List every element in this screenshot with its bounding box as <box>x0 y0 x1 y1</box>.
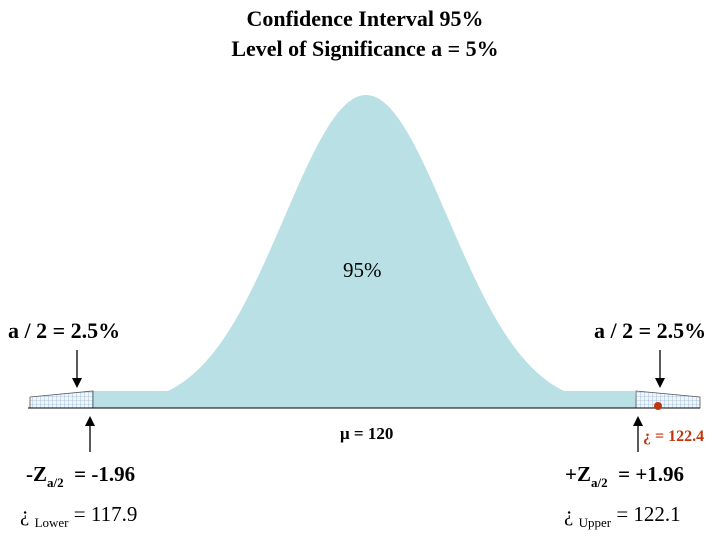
sample-mean-marker <box>654 402 662 410</box>
x-upper-subscript: Upper <box>578 515 612 530</box>
arrow-up-left <box>85 416 95 452</box>
right-tail-region <box>635 390 701 409</box>
population-mean-label: μ = 120 <box>340 424 394 443</box>
upper-confidence-limit: ¿ Upper = 122.1 <box>564 502 681 530</box>
x-upper-prefix: ¿ <box>564 502 579 526</box>
arrow-up-right <box>633 416 643 452</box>
bell-curve-center-region <box>93 95 636 408</box>
x-upper-value: = 122.1 <box>611 502 681 526</box>
z-right-prefix: +Z <box>565 462 591 486</box>
center-region-label: 95% <box>343 258 382 282</box>
z-left-value: = -1.96 <box>63 462 136 486</box>
title-confidence-interval: Confidence Interval 95% <box>246 6 484 31</box>
sample-mean-label: ¿ = 122.4 <box>643 428 705 445</box>
z-left-prefix: -Z <box>26 462 47 486</box>
arrow-down-right <box>655 350 665 388</box>
z-right-subscript: a/2 <box>590 475 608 490</box>
left-tail-region <box>29 390 94 409</box>
z-critical-left: -Za/2 = -1.96 <box>26 462 136 490</box>
arrow-down-left <box>72 350 82 388</box>
z-left-subscript: a/2 <box>47 475 64 490</box>
right-tail-label: a / 2 = 2.5% <box>594 318 707 343</box>
x-lower-prefix: ¿ <box>20 502 35 526</box>
z-right-value: = +1.96 <box>607 462 685 486</box>
lower-confidence-limit: ¿ Lower = 117.9 <box>20 502 138 530</box>
z-critical-right: +Za/2 = +1.96 <box>565 462 685 490</box>
x-lower-subscript: Lower <box>34 515 69 530</box>
title-level-of-significance: Level of Significance a = 5% <box>231 36 499 61</box>
x-lower-value: = 117.9 <box>68 502 138 526</box>
left-tail-label: a / 2 = 2.5% <box>8 318 121 343</box>
